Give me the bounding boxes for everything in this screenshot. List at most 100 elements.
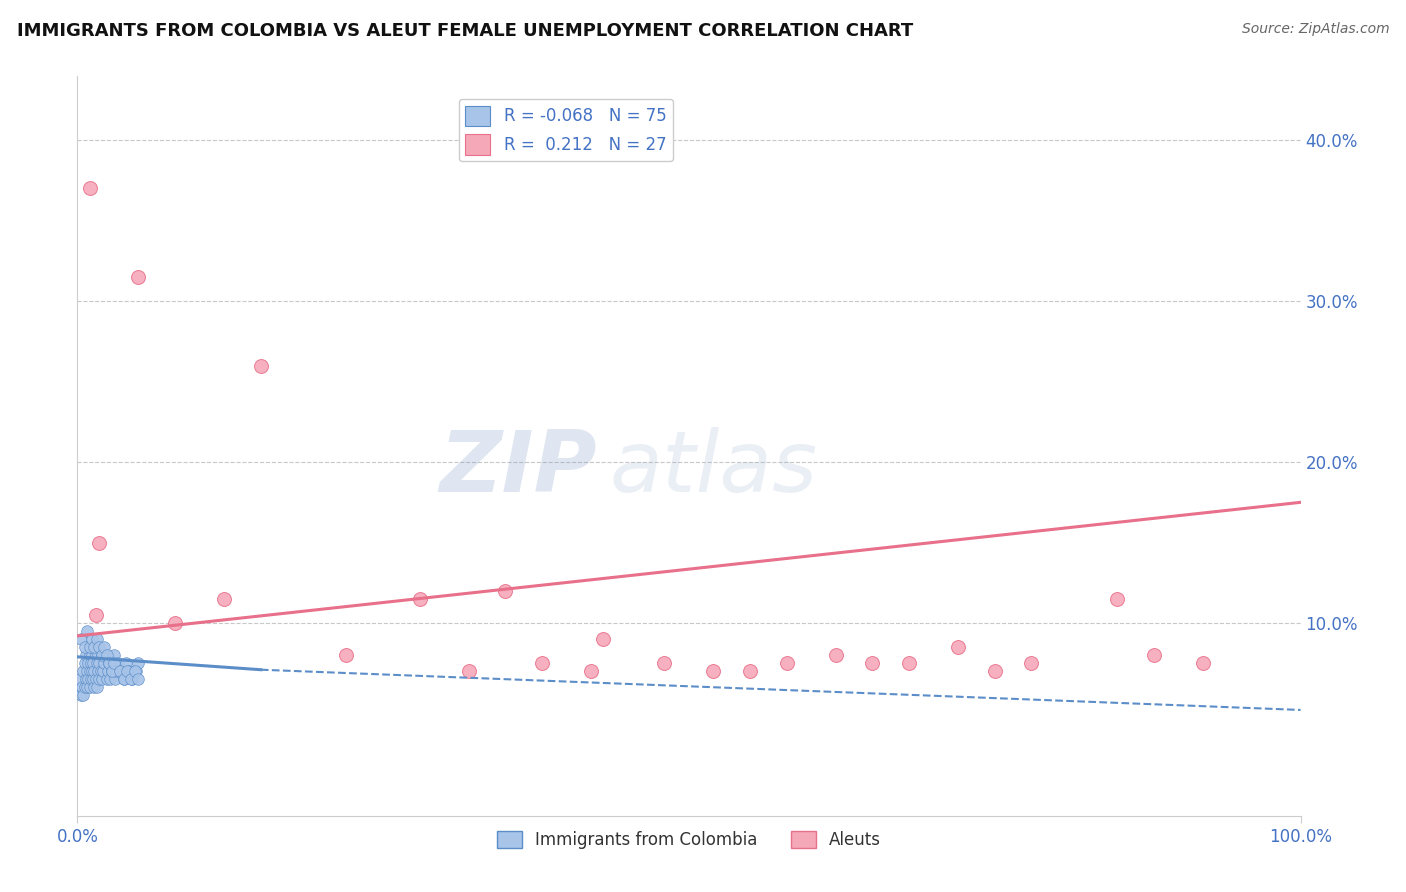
Point — [127, 270, 149, 285]
Point — [495, 583, 517, 598]
Point — [94, 648, 117, 663]
Point — [98, 673, 121, 687]
Point — [127, 657, 149, 671]
Point — [96, 648, 118, 663]
Point — [93, 640, 115, 655]
Point — [984, 665, 1007, 679]
Point — [89, 673, 111, 687]
Point — [84, 607, 107, 622]
Point — [79, 665, 101, 679]
Point — [72, 689, 94, 703]
Point — [112, 673, 135, 687]
Point — [1143, 648, 1166, 663]
Point — [80, 657, 103, 671]
Point — [80, 632, 103, 647]
Point — [83, 640, 105, 655]
Point — [77, 673, 100, 687]
Point — [76, 624, 98, 639]
Point — [79, 681, 101, 695]
Point — [740, 665, 762, 679]
Point — [946, 640, 969, 655]
Point — [118, 665, 141, 679]
Point — [776, 657, 799, 671]
Point — [90, 665, 112, 679]
Point — [105, 665, 128, 679]
Point — [89, 657, 111, 671]
Point — [82, 657, 104, 671]
Point — [100, 665, 122, 679]
Point — [76, 681, 98, 695]
Point — [165, 615, 187, 630]
Point — [121, 673, 143, 687]
Text: atlas: atlas — [609, 426, 817, 509]
Point — [90, 673, 112, 687]
Point — [1021, 657, 1043, 671]
Point — [117, 665, 139, 679]
Point — [120, 673, 142, 687]
Point — [89, 640, 111, 655]
Point — [79, 181, 101, 195]
Point — [457, 665, 479, 679]
Point — [79, 640, 101, 655]
Point — [108, 665, 131, 679]
Point — [579, 665, 602, 679]
Point — [1191, 657, 1213, 671]
Point — [87, 665, 110, 679]
Point — [70, 681, 93, 695]
Point — [592, 632, 614, 647]
Point — [70, 632, 93, 647]
Point — [79, 648, 101, 663]
Point — [91, 665, 114, 679]
Point — [73, 681, 96, 695]
Point — [112, 673, 135, 687]
Point — [75, 673, 97, 687]
Point — [100, 665, 122, 679]
Point — [101, 657, 124, 671]
Point — [72, 665, 94, 679]
Point — [83, 681, 105, 695]
Point — [96, 673, 118, 687]
Text: ZIP: ZIP — [440, 426, 598, 509]
Point — [103, 657, 125, 671]
Point — [75, 648, 97, 663]
Point — [107, 657, 129, 671]
Point — [124, 665, 146, 679]
Point — [335, 648, 357, 663]
Point — [82, 673, 104, 687]
Point — [98, 657, 121, 671]
Point — [104, 673, 127, 687]
Point — [86, 632, 108, 647]
Point — [84, 673, 107, 687]
Point — [87, 648, 110, 663]
Point — [654, 657, 676, 671]
Point — [127, 673, 149, 687]
Point — [824, 648, 846, 663]
Point — [115, 657, 138, 671]
Point — [70, 689, 93, 703]
Point — [103, 648, 125, 663]
Point — [531, 657, 554, 671]
Point — [862, 657, 884, 671]
Point — [69, 673, 91, 687]
Point — [80, 673, 103, 687]
Point — [73, 640, 96, 655]
Point — [80, 665, 103, 679]
Point — [702, 665, 724, 679]
Point — [73, 657, 96, 671]
Point — [90, 648, 112, 663]
Point — [80, 648, 103, 663]
Point — [93, 657, 115, 671]
Point — [409, 591, 432, 606]
Text: Source: ZipAtlas.com: Source: ZipAtlas.com — [1241, 22, 1389, 37]
Point — [84, 648, 107, 663]
Point — [86, 681, 108, 695]
Point — [76, 665, 98, 679]
Text: IMMIGRANTS FROM COLOMBIA VS ALEUT FEMALE UNEMPLOYMENT CORRELATION CHART: IMMIGRANTS FROM COLOMBIA VS ALEUT FEMALE… — [17, 22, 912, 40]
Point — [90, 648, 112, 663]
Point — [212, 591, 235, 606]
Point — [125, 665, 148, 679]
Point — [97, 665, 120, 679]
Legend: Immigrants from Colombia, Aleuts: Immigrants from Colombia, Aleuts — [491, 824, 887, 856]
Point — [898, 657, 921, 671]
Point — [86, 657, 108, 671]
